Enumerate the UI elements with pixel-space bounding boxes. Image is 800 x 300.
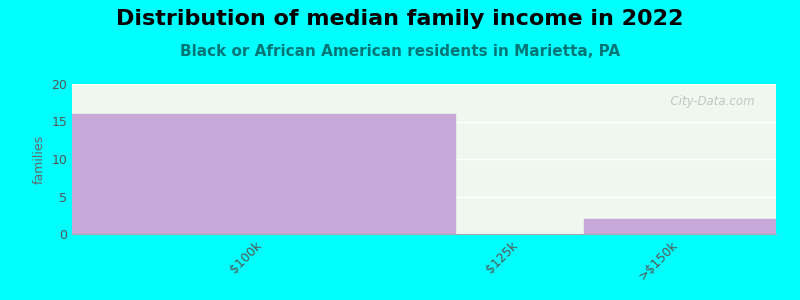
Y-axis label: families: families	[33, 134, 46, 184]
Text: City-Data.com: City-Data.com	[663, 94, 755, 107]
Text: Distribution of median family income in 2022: Distribution of median family income in …	[116, 9, 684, 29]
Bar	[456, 84, 584, 234]
Bar	[72, 84, 456, 234]
Text: Black or African American residents in Marietta, PA: Black or African American residents in M…	[180, 44, 620, 59]
Bar	[584, 219, 776, 234]
Bar	[72, 114, 456, 234]
Bar	[584, 84, 776, 234]
